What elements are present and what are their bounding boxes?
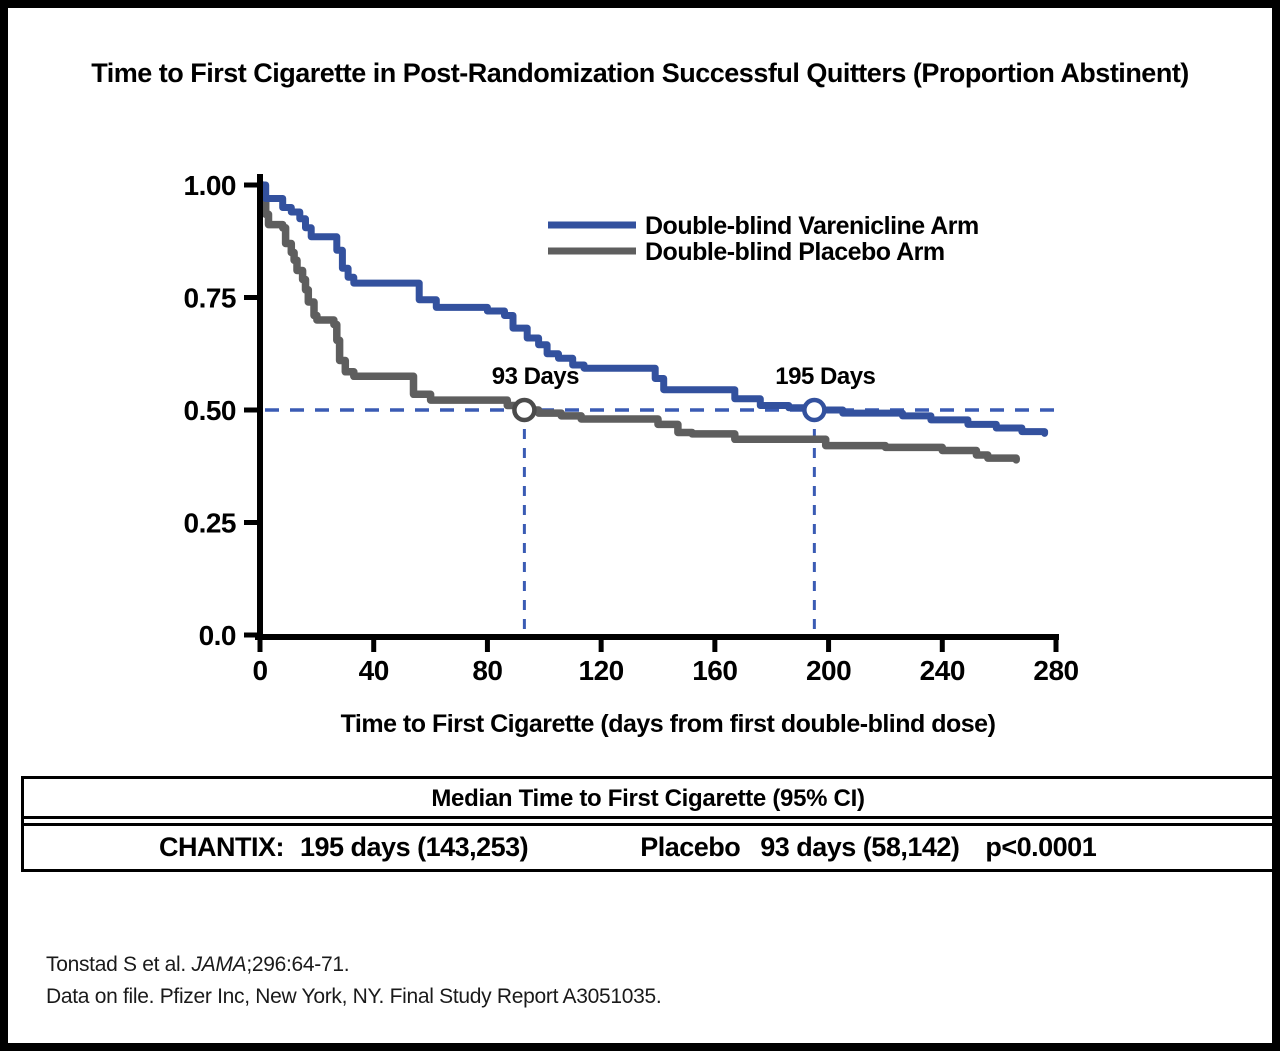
median-annotation-195-days: 195 Days	[775, 363, 875, 390]
x-tick-label: 160	[692, 655, 737, 686]
chart-title: Time to First Cigarette in Post-Randomiz…	[91, 58, 1189, 88]
kaplan-meier-chart: 1.00 0.75 0.50 0.25 0.0 0 40 80 120 160 200 240 280 T…	[184, 170, 1080, 738]
x-tick-label: 120	[579, 655, 624, 686]
x-axis-title: Time to First Cigarette (days from first…	[341, 710, 996, 738]
median-annotation-93-days: 93 Days	[492, 363, 579, 390]
citation-line: Tonstad S et al. JAMA;296:64-71.	[46, 953, 350, 976]
varenicline-curve	[256, 181, 1049, 437]
x-tick-label: 0	[252, 655, 267, 686]
y-tick-label: 0.25	[184, 508, 237, 539]
y-tick-label: 0.50	[184, 395, 237, 426]
x-tick-label: 280	[1033, 655, 1078, 686]
p-value: p<0.0001	[985, 832, 1097, 862]
legend-label-varenicline: Double-blind Varenicline Arm	[645, 212, 979, 240]
x-tick-label: 40	[359, 655, 389, 686]
median-marker-195-days	[802, 397, 827, 423]
chantix-label: CHANTIX:	[159, 832, 285, 862]
y-tick-label: 0.0	[199, 620, 236, 651]
median-marker-93-days	[512, 397, 537, 423]
y-tick-label: 0.75	[184, 283, 237, 314]
x-tick-label: 80	[472, 655, 502, 686]
placebo-median-value: 93 days (58,142)	[760, 832, 960, 862]
placebo-label: Placebo	[640, 832, 741, 862]
x-tick-label: 200	[806, 655, 851, 686]
median-table-header: Median Time to First Cigarette (95% CI)	[24, 779, 1272, 819]
median-table-row: CHANTIX: 195 days (143,253) Placebo 93 d…	[24, 823, 1272, 869]
median-table: Median Time to First Cigarette (95% CI) …	[21, 776, 1272, 872]
journal-name: JAMA	[191, 953, 247, 976]
legend-label-placebo: Double-blind Placebo Arm	[645, 238, 945, 266]
footnotes: Tonstad S et al. JAMA;296:64-71. Data on…	[46, 949, 662, 1013]
x-tick-label: 240	[920, 655, 965, 686]
y-tick-label: 1.00	[184, 170, 237, 201]
chantix-median-value: 195 days (143,253)	[300, 832, 529, 862]
placebo-curve	[256, 181, 1020, 464]
data-on-file-line: Data on file. Pfizer Inc, New York, NY. …	[46, 985, 662, 1008]
